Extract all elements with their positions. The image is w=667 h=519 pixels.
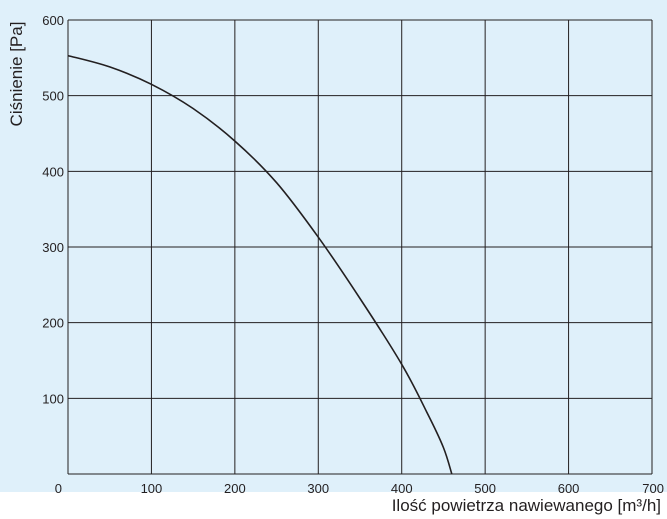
x-tick-label: 500 bbox=[474, 481, 496, 496]
x-tick-label: 300 bbox=[307, 481, 329, 496]
grid bbox=[67, 19, 653, 475]
plot-background bbox=[0, 0, 667, 492]
x-tick-label: 0 bbox=[55, 481, 62, 496]
x-tick-label: 700 bbox=[642, 481, 664, 496]
x-axis-label: Ilość powietrza nawiewanego [m³/h] bbox=[392, 496, 661, 515]
series-line bbox=[67, 54, 453, 475]
y-tick-label: 200 bbox=[42, 316, 64, 331]
x-tick-label: 100 bbox=[141, 481, 163, 496]
y-tick-label: 100 bbox=[42, 391, 64, 406]
y-tick-label: 400 bbox=[42, 164, 64, 179]
y-tick-label: 300 bbox=[42, 240, 64, 255]
y-axis-label: Ciśnienie [Pa] bbox=[7, 22, 26, 127]
x-tick-label: 200 bbox=[224, 481, 246, 496]
x-tick-labels: 0 100 200 300 400 500 600 700 bbox=[55, 481, 664, 496]
y-tick-labels: 100 200 300 400 500 600 bbox=[42, 13, 64, 406]
x-tick-label: 400 bbox=[391, 481, 413, 496]
y-tick-label: 500 bbox=[42, 89, 64, 104]
y-tick-label: 600 bbox=[42, 13, 64, 28]
x-tick-label: 600 bbox=[558, 481, 580, 496]
